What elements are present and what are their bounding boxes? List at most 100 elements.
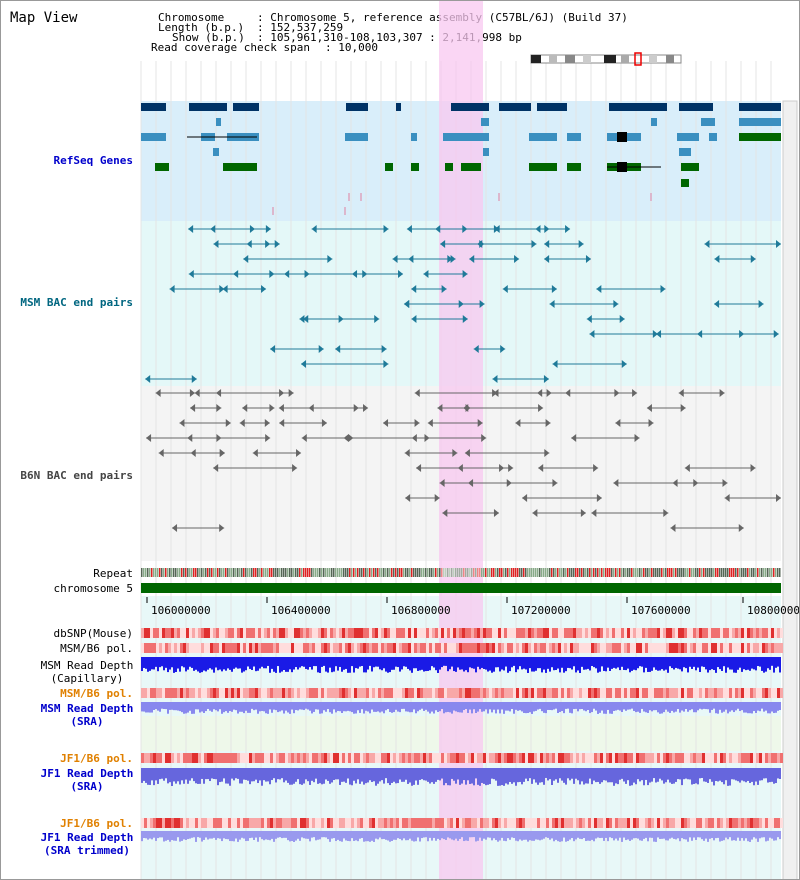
dbsnp-cell xyxy=(447,628,450,638)
msm-b6-pol-2-cell xyxy=(342,688,345,698)
refseq-gene xyxy=(411,133,417,141)
jf1-b6-pol-2-cell xyxy=(252,818,255,828)
jf1-b6-pol-cell xyxy=(357,753,360,763)
dbsnp-cell xyxy=(201,628,204,638)
repeat-mark xyxy=(225,568,227,577)
jf1-b6-pol-cell xyxy=(762,753,765,763)
repeat-mark xyxy=(765,568,767,577)
msm-b6-pol-2-cell xyxy=(285,688,288,698)
msm-sra-depth-bar xyxy=(311,702,313,714)
jf1-sra-depth-bar xyxy=(693,768,695,784)
repeat-mark xyxy=(199,568,201,577)
msm-capillary-depth-bar xyxy=(523,657,525,669)
msm-capillary-depth-bar xyxy=(171,657,173,668)
dbsnp-cell xyxy=(624,628,627,638)
msm-sra-depth-bar xyxy=(215,702,217,711)
jf1-trim-depth-bar xyxy=(547,831,549,838)
msm-capillary-depth-bar xyxy=(169,657,171,670)
jf1-trim-depth-bar xyxy=(157,831,159,839)
b6n-bac-end-right xyxy=(189,389,195,397)
repeat-mark xyxy=(727,568,729,577)
jf1-b6-pol-cell xyxy=(303,753,306,763)
jf1-sra-depth-bar xyxy=(653,768,655,779)
jf1-b6-pol-2-cell xyxy=(345,818,348,828)
jf1-b6-pol-cell xyxy=(585,753,588,763)
jf1-b6-pol-2-cell xyxy=(348,818,351,828)
jf1-b6-pol-cell xyxy=(405,753,408,763)
repeat-mark xyxy=(471,568,473,577)
msm-b6-pol-cell xyxy=(393,643,396,653)
msm-capillary-depth-bar xyxy=(733,657,735,673)
jf1-b6-pol-cell xyxy=(456,753,459,763)
jf1-sra-depth-bar xyxy=(543,768,545,785)
msm-sra-depth-bar xyxy=(407,702,409,712)
msm-b6-pol-cell xyxy=(174,643,177,653)
repeat-mark xyxy=(419,568,421,577)
jf1-b6-pol-cell xyxy=(639,753,642,763)
jf1-b6-pol-cell xyxy=(678,753,681,763)
msm-sra-depth-bar xyxy=(387,702,389,710)
jf1-trim-depth-bar xyxy=(143,831,145,839)
dbsnp-cell xyxy=(720,628,723,638)
jf1-b6-pol-cell xyxy=(588,753,591,763)
msm-capillary-depth-bar xyxy=(299,657,301,668)
jf1-b6-pol-cell xyxy=(390,753,393,763)
jf1-b6-pol-cell xyxy=(666,753,669,763)
label-refseq-genes[interactable]: RefSeq Genes xyxy=(53,154,133,167)
jf1-sra-depth-bar xyxy=(437,768,439,780)
msm-b6-pol-cell xyxy=(675,643,678,653)
msm-b6-pol-2-cell xyxy=(711,688,714,698)
msm-bac-end-left xyxy=(411,285,417,293)
msm-sra-depth-bar xyxy=(617,702,619,710)
msm-b6-pol-2-cell xyxy=(495,688,498,698)
repeat-mark xyxy=(523,568,525,577)
dbsnp-cell xyxy=(498,628,501,638)
msm-sra-depth-bar xyxy=(659,702,661,714)
jf1-trim-depth-bar xyxy=(443,831,445,840)
repeat-mark xyxy=(343,568,345,577)
jf1-b6-pol-cell xyxy=(690,753,693,763)
msm-bac-end-left xyxy=(535,225,541,233)
label-b6n-bac[interactable]: B6N BAC end pairs xyxy=(20,469,133,482)
jf1-b6-pol-cell xyxy=(408,753,411,763)
msm-capillary-depth-bar xyxy=(313,657,315,667)
jf1-trim-depth-bar xyxy=(287,831,289,841)
dbsnp-cell xyxy=(438,628,441,638)
msm-capillary-depth-bar xyxy=(635,657,637,671)
msm-sra-depth-bar xyxy=(169,702,171,710)
msm-capillary-depth-bar xyxy=(439,657,441,670)
jf1-sra-depth-bar xyxy=(157,768,159,784)
msm-b6-pol-cell xyxy=(399,643,402,653)
msm-b6-pol-2-cell xyxy=(414,688,417,698)
jf1-b6-pol-2-cell xyxy=(699,818,702,828)
msm-b6-pol-2-cell xyxy=(216,688,219,698)
jf1-trim-depth-bar xyxy=(501,831,503,838)
jf1-b6-pol-2-cell xyxy=(717,818,720,828)
jf1-trim-depth-bar xyxy=(257,831,259,842)
jf1-b6-pol-2-cell xyxy=(390,818,393,828)
msm-capillary-depth-bar xyxy=(509,657,511,672)
b6n-bac-end-right xyxy=(452,449,458,457)
msm-bac-end-right xyxy=(531,240,537,248)
jf1-trim-depth-bar xyxy=(329,831,331,842)
jf1-b6-pol-2-cell xyxy=(780,818,783,828)
jf1-b6-pol-cell xyxy=(159,753,162,763)
jf1-trim-depth-bar xyxy=(389,831,391,842)
msm-b6-pol-cell xyxy=(219,643,222,653)
msm-b6-pol-cell xyxy=(558,643,561,653)
b6n-bac-end-left xyxy=(522,494,528,502)
label-jf1-read-depth-sra-1: JF1 Read Depth xyxy=(40,767,134,780)
refseq-gene xyxy=(396,103,401,111)
jf1-b6-pol-cell xyxy=(372,753,375,763)
jf1-sra-depth-bar xyxy=(345,768,347,783)
msm-capillary-depth-bar xyxy=(587,657,589,669)
repeat-mark xyxy=(597,568,599,577)
dbsnp-cell xyxy=(582,628,585,638)
msm-b6-pol-2-cell xyxy=(255,688,258,698)
axis-tick-label: 107600000 xyxy=(631,604,691,617)
label-msm-bac[interactable]: MSM BAC end pairs xyxy=(20,296,133,309)
jf1-b6-pol-cell xyxy=(768,753,771,763)
jf1-sra-depth-bar xyxy=(601,768,603,783)
jf1-b6-pol-cell xyxy=(348,753,351,763)
